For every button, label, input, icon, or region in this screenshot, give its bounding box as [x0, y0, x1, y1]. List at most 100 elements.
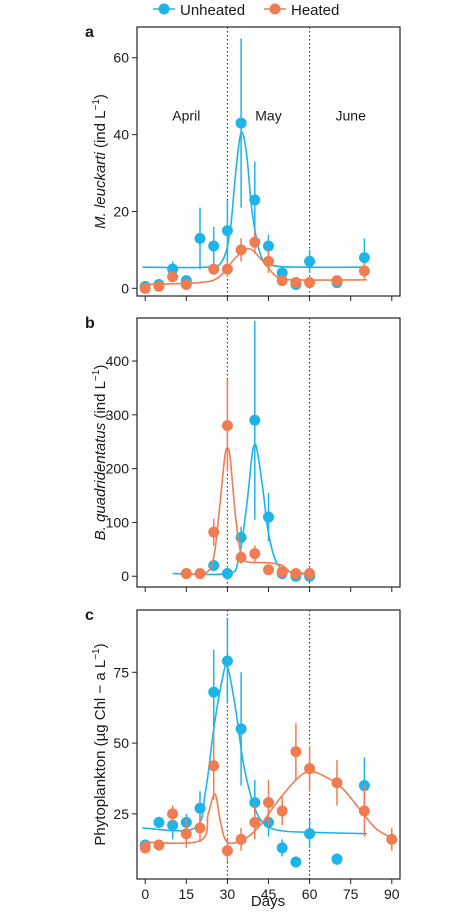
data-point	[249, 236, 261, 248]
data-point	[139, 282, 151, 294]
data-point	[263, 797, 274, 809]
data-point	[194, 802, 206, 814]
data-point	[208, 263, 220, 275]
data-point	[331, 853, 343, 865]
y-tick-label: 60	[113, 50, 129, 66]
data-point	[221, 420, 233, 432]
legend-label-heated: Heated	[291, 2, 339, 19]
data-point	[235, 244, 247, 256]
data-point	[263, 255, 274, 267]
data-point	[331, 275, 343, 287]
data-point	[194, 232, 206, 244]
data-point	[180, 828, 192, 840]
panel-c: c 25 50 75 0 15 30 45 60 75 90 Phytoplankton (µg Ch…	[85, 607, 401, 902]
data-point	[139, 842, 151, 854]
data-point	[358, 805, 370, 817]
data-point	[221, 225, 233, 237]
data-point	[249, 797, 261, 809]
y-tick-label: 400	[106, 353, 130, 369]
data-point	[235, 833, 247, 845]
y-axis-label: B. quadridentatus (ind L−1)	[91, 365, 109, 541]
y-tick-label: 0	[121, 280, 129, 296]
data-point	[276, 805, 288, 817]
data-point	[276, 275, 288, 287]
x-tick-label: 30	[220, 886, 236, 902]
fit-curve-heated	[183, 447, 313, 576]
data-point	[290, 856, 302, 868]
data-point	[249, 414, 261, 426]
data-point	[263, 564, 274, 576]
data-point	[290, 746, 302, 758]
panel-letter: b	[85, 315, 95, 332]
x-tick-label: 45	[261, 886, 277, 902]
data-point	[235, 117, 247, 129]
legend-item-heated: Heated	[264, 2, 339, 19]
legend-label-unheated: Unheated	[180, 2, 245, 19]
data-point	[153, 816, 165, 828]
data-point	[221, 655, 233, 667]
series-unheated	[172, 320, 316, 582]
data-point	[304, 763, 316, 775]
data-point	[304, 568, 316, 580]
fit-curve-unheated	[142, 131, 368, 269]
y-axis-label: M. leuckarti (ind L−1)	[91, 94, 109, 229]
data-point	[208, 686, 220, 698]
y-tick-label: 100	[106, 514, 130, 530]
x-axis-label: Days	[251, 893, 285, 910]
x-tick-label: 0	[141, 886, 149, 902]
data-point	[290, 568, 302, 580]
panel-letter: c	[85, 607, 94, 624]
data-point	[235, 551, 247, 563]
y-tick-label: 20	[113, 203, 129, 219]
panel-letter: a	[85, 24, 94, 41]
legend: Unheated Heated	[153, 2, 339, 19]
data-point	[221, 568, 233, 580]
data-point	[358, 265, 370, 277]
y-tick-label: 0	[121, 568, 129, 584]
data-point	[276, 566, 288, 578]
data-point	[276, 842, 288, 854]
y-tick-label: 75	[113, 664, 129, 680]
data-point	[358, 252, 370, 264]
panel-a: a 0 20 40 60 M. leuckarti (ind L−1) April May Ju…	[85, 24, 401, 301]
y-tick-label: 50	[113, 735, 129, 751]
plot-frame	[136, 317, 401, 588]
data-point	[263, 240, 274, 252]
y-tick-label: 40	[113, 127, 129, 143]
data-point	[167, 263, 179, 275]
data-point	[180, 278, 192, 290]
data-point	[194, 568, 206, 580]
data-point	[221, 845, 233, 857]
data-point	[304, 255, 316, 267]
data-point	[221, 263, 233, 275]
series-heated	[139, 723, 398, 863]
data-point	[153, 839, 165, 851]
data-point	[208, 240, 220, 252]
data-point	[249, 816, 261, 828]
fit-curve-unheated	[142, 664, 368, 835]
legend-item-unheated: Unheated	[153, 2, 245, 19]
data-point	[249, 194, 261, 206]
legend-swatch-unheated	[158, 3, 170, 15]
data-point	[304, 828, 316, 840]
month-label: April	[172, 107, 200, 123]
month-label: June	[336, 107, 367, 123]
x-tick-label: 90	[384, 886, 400, 902]
x-tick-label: 75	[343, 886, 359, 902]
data-point	[153, 280, 165, 292]
data-point	[276, 267, 288, 279]
data-point	[331, 777, 343, 789]
data-point	[167, 808, 179, 820]
data-point	[249, 548, 261, 560]
data-point	[194, 822, 206, 834]
plot-frame	[136, 609, 401, 880]
series-heated	[180, 379, 316, 580]
data-point	[208, 526, 220, 538]
y-tick-label: 300	[106, 407, 130, 423]
month-label: May	[255, 107, 281, 123]
data-point	[263, 511, 274, 523]
data-point	[167, 819, 179, 831]
data-point	[386, 833, 398, 845]
series-unheated	[139, 38, 370, 292]
